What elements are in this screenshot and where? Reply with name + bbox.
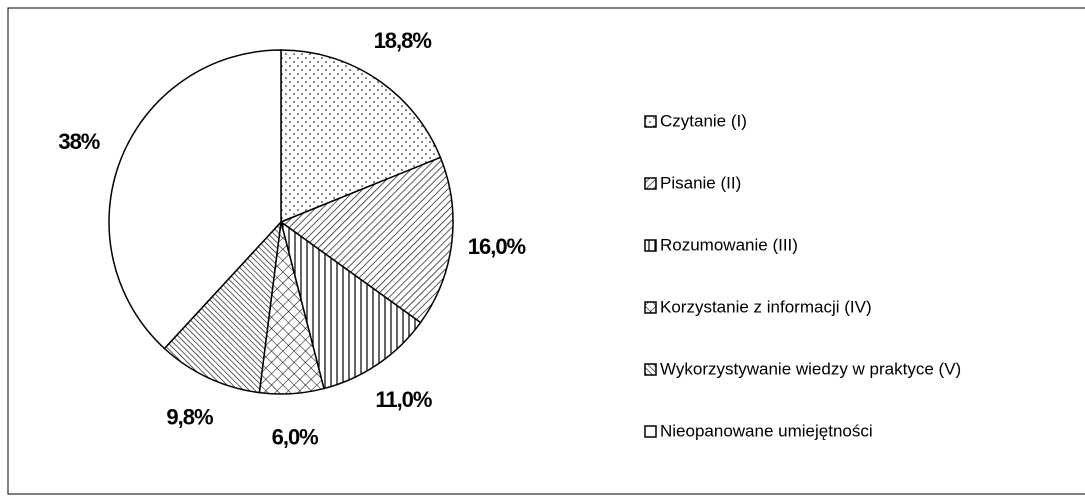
data-label: 18,8% xyxy=(374,28,432,53)
legend-label: Pisanie (II) xyxy=(660,173,741,192)
legend-label: Czytanie (I) xyxy=(660,111,747,130)
data-label: 9,8% xyxy=(166,405,213,430)
pie-slice xyxy=(279,156,454,324)
legend-label: Korzystanie z informacji (IV) xyxy=(660,297,872,316)
legend-swatch xyxy=(644,177,657,190)
legend-label: Wykorzystywanie wiedzy w praktyce (V) xyxy=(660,359,961,378)
legend-label: Rozumowanie (III) xyxy=(660,235,798,254)
data-label: 11,0% xyxy=(375,387,432,412)
legend-swatch xyxy=(644,301,657,314)
pie-slice xyxy=(108,49,282,350)
pie-slice xyxy=(163,219,283,394)
legend-swatch xyxy=(644,239,657,252)
pie-slice xyxy=(280,49,442,224)
pie-slice xyxy=(279,220,422,390)
legend-label: Nieopanowane umiejętności xyxy=(660,421,873,440)
legend-swatch xyxy=(644,115,657,128)
data-label: 16,0% xyxy=(468,234,526,259)
legend-swatch xyxy=(644,425,657,438)
legend-swatch xyxy=(644,363,657,376)
data-label: 38% xyxy=(58,129,99,154)
data-label: 6,0% xyxy=(272,424,319,449)
